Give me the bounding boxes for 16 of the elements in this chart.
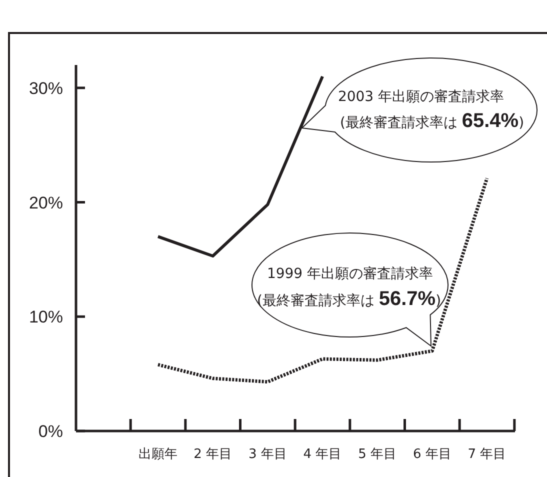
x-tick-label: 4 年目: [303, 447, 342, 462]
y-tick-label: 10%: [28, 308, 63, 327]
series-label: 2003 年出願の審査請求率: [338, 89, 504, 105]
x-tick-label: 6 年目: [412, 447, 452, 462]
y-tick-label: 0%: [38, 422, 63, 441]
annotation: (最終審査請求率は 65.4%): [340, 110, 524, 132]
y-tick-label: 30%: [28, 78, 63, 98]
line-series: [156, 74, 324, 258]
x-tick-label: 7 年目: [468, 447, 506, 462]
series-label: 1999 年出願の審査請求率: [266, 266, 434, 282]
x-tick-label: 2 年目: [194, 447, 232, 462]
x-tick-label: 5 年目: [358, 447, 397, 462]
x-tick-label: 3 年目: [248, 447, 287, 462]
x-tick-label: 出願年: [138, 447, 178, 462]
y-tick-label: 20%: [28, 193, 63, 212]
line-series: [156, 176, 489, 384]
